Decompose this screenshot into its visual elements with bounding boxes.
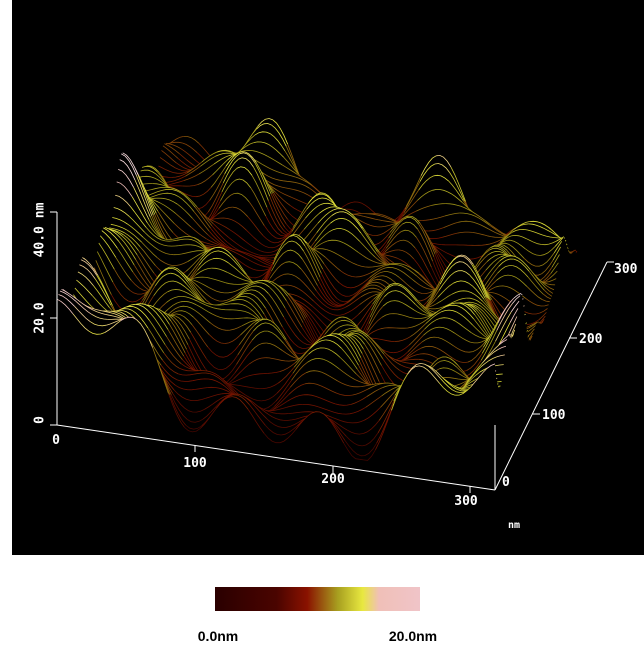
z-tick-label: 40.0 nm	[33, 202, 48, 257]
colorbar-min-label: 0.0nm	[198, 628, 238, 644]
z-tick-label: 20.0	[33, 302, 48, 333]
x-tick-label: 0	[52, 433, 60, 448]
colorbar	[215, 587, 420, 611]
afm-figure: 40.0 nm 20.0 0 0 100 200 300 0 100 200 3…	[0, 0, 644, 647]
x-tick-label: 200	[321, 472, 345, 487]
x-tick-label: 100	[183, 456, 207, 471]
y-tick-label: 0	[502, 475, 510, 490]
z-tick-label: 0	[33, 416, 48, 424]
colorbar-max-label: 20.0nm	[389, 628, 437, 644]
x-tick-label: 300	[454, 494, 478, 509]
y-tick-label: 200	[579, 332, 603, 347]
y-tick-label: 100	[542, 408, 566, 423]
y-tick-label: 300	[614, 262, 638, 277]
y-axis-unit: nm	[508, 520, 520, 531]
